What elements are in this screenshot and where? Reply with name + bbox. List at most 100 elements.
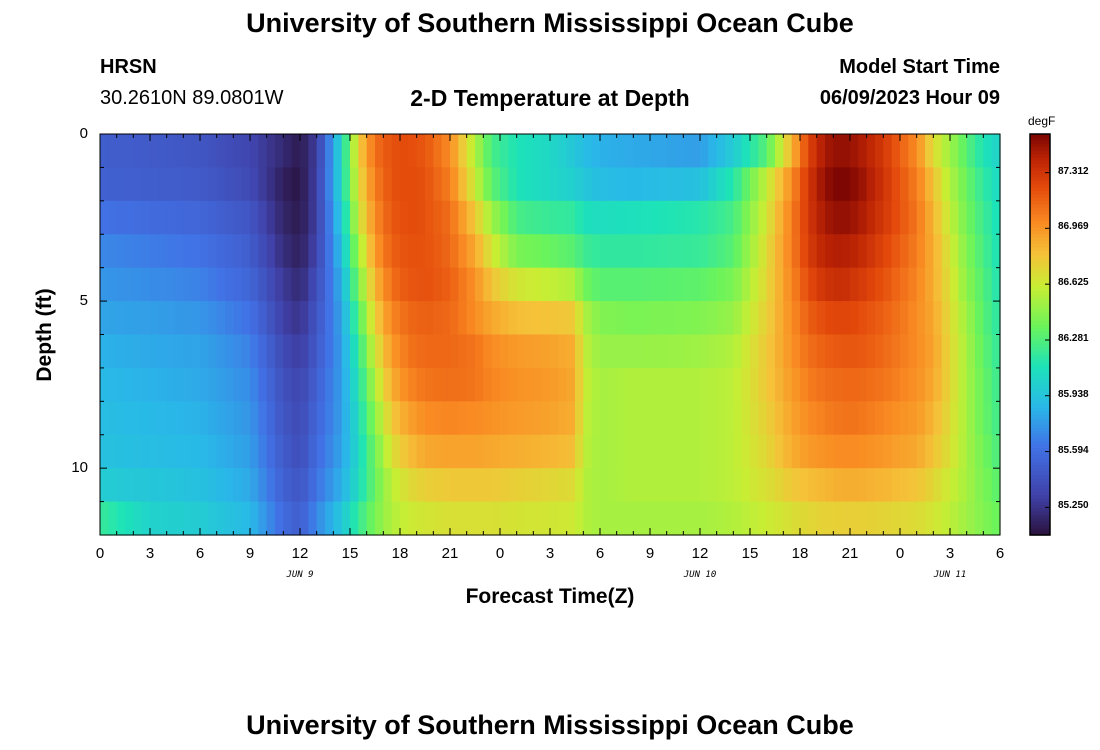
heatmap-cell (775, 301, 784, 336)
heatmap-cell (491, 301, 501, 336)
heatmap-cell (200, 434, 209, 469)
heatmap-cell (333, 501, 343, 536)
heatmap-cell (758, 200, 768, 235)
heatmap-cell (266, 200, 276, 235)
heatmap-cell (491, 267, 501, 302)
heatmap-cell (408, 134, 418, 169)
heatmap-cell (100, 267, 109, 302)
heatmap-cell (133, 167, 143, 202)
heatmap-cell (116, 468, 126, 503)
x-tick-label: 15 (341, 545, 359, 562)
heatmap-cell (283, 367, 293, 402)
heatmap-cell (233, 334, 243, 369)
heatmap-cell (508, 301, 518, 336)
heatmap-cell (183, 334, 193, 369)
heatmap-cell (783, 468, 793, 503)
heatmap-cell (433, 167, 443, 202)
heatmap-cell (275, 401, 284, 436)
heatmap-cell (841, 367, 851, 402)
heatmap-cell (558, 134, 568, 169)
heatmap-cell (558, 434, 568, 469)
heatmap-cell (325, 501, 334, 536)
heatmap-cell (725, 334, 734, 369)
heatmap-cell (950, 234, 959, 269)
heatmap-cell (533, 234, 543, 269)
heatmap-cell (908, 167, 918, 202)
heatmap-cell (125, 267, 134, 302)
heatmap-cell (916, 167, 926, 202)
heatmap-cell (150, 267, 159, 302)
heatmap-cell (791, 267, 801, 302)
heatmap-cell (341, 134, 351, 169)
colorbar-segment (1030, 484, 1050, 489)
heatmap-cell (300, 468, 309, 503)
heatmap-cell (916, 334, 926, 369)
heatmap-cell (158, 134, 168, 169)
heatmap-cell (358, 501, 368, 536)
heatmap-cell (550, 200, 559, 235)
heatmap-cell (125, 468, 134, 503)
heatmap-cell (633, 334, 643, 369)
heatmap-cell (825, 468, 834, 503)
heatmap-cell (750, 234, 759, 269)
heatmap-cell (425, 134, 434, 169)
heatmap-cell (241, 367, 251, 402)
heatmap-cell (483, 501, 493, 536)
heatmap-cell (291, 234, 301, 269)
heatmap-cell (491, 367, 501, 402)
heatmap-cell (991, 267, 1001, 302)
heatmap-cell (666, 367, 676, 402)
heatmap-cell (533, 200, 543, 235)
heatmap-cell (483, 301, 493, 336)
colorbar (1029, 133, 1051, 536)
heatmap-cell (850, 468, 859, 503)
x-tick-label: 0 (95, 545, 105, 562)
colorbar-segment (1030, 234, 1050, 239)
heatmap-cell (283, 501, 293, 536)
heatmap-cell (633, 468, 643, 503)
heatmap-cell (441, 200, 451, 235)
heatmap-cell (300, 434, 309, 469)
heatmap-cell (433, 200, 443, 235)
heatmap-cell (400, 200, 409, 235)
heatmap-cell (816, 167, 826, 202)
colorbar-segment (1030, 244, 1050, 249)
page-title: University of Southern Mississippi Ocean… (246, 8, 854, 38)
heatmap-cell (508, 434, 518, 469)
heatmap-cell (316, 434, 326, 469)
heatmap-cell (275, 200, 284, 235)
heatmap-cell (558, 334, 568, 369)
heatmap-cell (783, 134, 793, 169)
heatmap-cell (708, 167, 718, 202)
heatmap-cell (891, 401, 901, 436)
heatmap-cell (508, 234, 518, 269)
heatmap-cell (533, 468, 543, 503)
heatmap-cell (983, 267, 993, 302)
heatmap-cell (416, 501, 426, 536)
heatmap-cell (300, 234, 309, 269)
heatmap-cell (391, 267, 401, 302)
heatmap-cell (241, 134, 251, 169)
heatmap-cell (558, 301, 568, 336)
heatmap-cell (808, 334, 818, 369)
colorbar-segment (1030, 267, 1050, 272)
heatmap-cell (325, 167, 334, 202)
heatmap-cell (966, 367, 976, 402)
colorbar-segment (1030, 170, 1050, 175)
heatmap-cell (941, 434, 951, 469)
colorbar-segment (1030, 144, 1050, 148)
x-tick-label: 3 (545, 545, 555, 562)
heatmap-cell (300, 501, 309, 536)
heatmap-cell (216, 434, 226, 469)
x-tick-label: 18 (791, 545, 809, 562)
x-tick-label: 12 (291, 545, 309, 562)
heatmap-cell (441, 434, 451, 469)
heatmap-cell (275, 367, 284, 402)
heatmap-cell (941, 234, 951, 269)
heatmap-cell (950, 267, 959, 302)
heatmap-cell (958, 468, 968, 503)
heatmap-cell (775, 234, 784, 269)
heatmap-cell (733, 434, 743, 469)
heatmap-cell (675, 334, 684, 369)
heatmap-cell (591, 501, 601, 536)
